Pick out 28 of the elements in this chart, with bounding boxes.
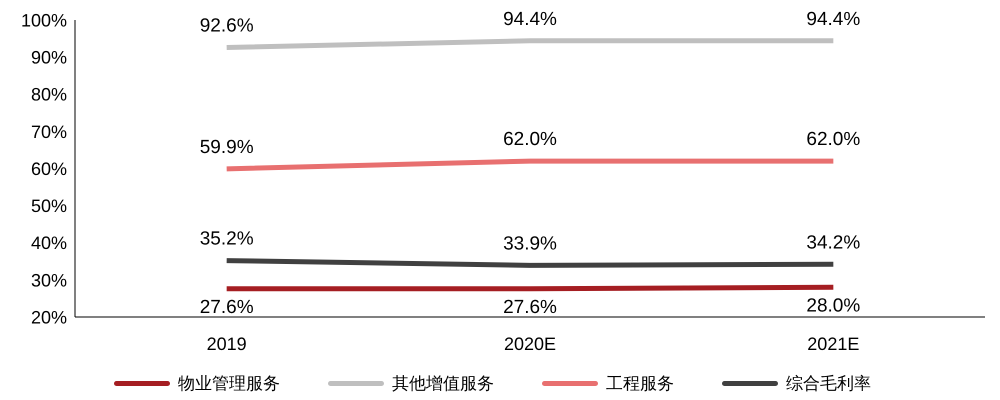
y-tick-label: 60% [30,158,67,179]
data-label: 28.0% [806,295,860,316]
y-tick-label: 30% [30,270,67,290]
data-label: 62.0% [806,129,860,150]
data-label: 94.4% [503,8,558,30]
y-tick-label: 40% [30,233,67,254]
data-label: 27.6% [503,296,558,318]
data-label: 33.9% [503,233,558,254]
data-label: 92.6% [200,15,254,36]
legend-label: 物业管理服务 [178,373,280,395]
data-label: 59.9% [200,136,254,158]
legend-label: 综合毛利率 [786,373,871,395]
data-label: 35.2% [200,228,254,250]
y-tick-label: 90% [30,48,67,68]
y-tick-label: 100% [20,10,67,30]
data-label: 94.4% [806,8,860,30]
y-tick-label: 20% [30,307,67,328]
y-tick-label: 50% [30,196,67,216]
x-tick-label: 2019 [206,334,247,354]
data-label: 27.6% [200,296,254,318]
y-tick-label: 80% [30,84,67,105]
x-tick-label: 2021E [807,334,860,354]
y-tick-label: 70% [30,122,67,142]
x-tick-label: 2020E [504,334,556,354]
legend-label: 其他增值服务 [392,373,494,395]
data-label: 34.2% [806,232,860,254]
legend-label: 工程服务 [606,373,674,395]
data-label: 62.0% [503,129,558,150]
